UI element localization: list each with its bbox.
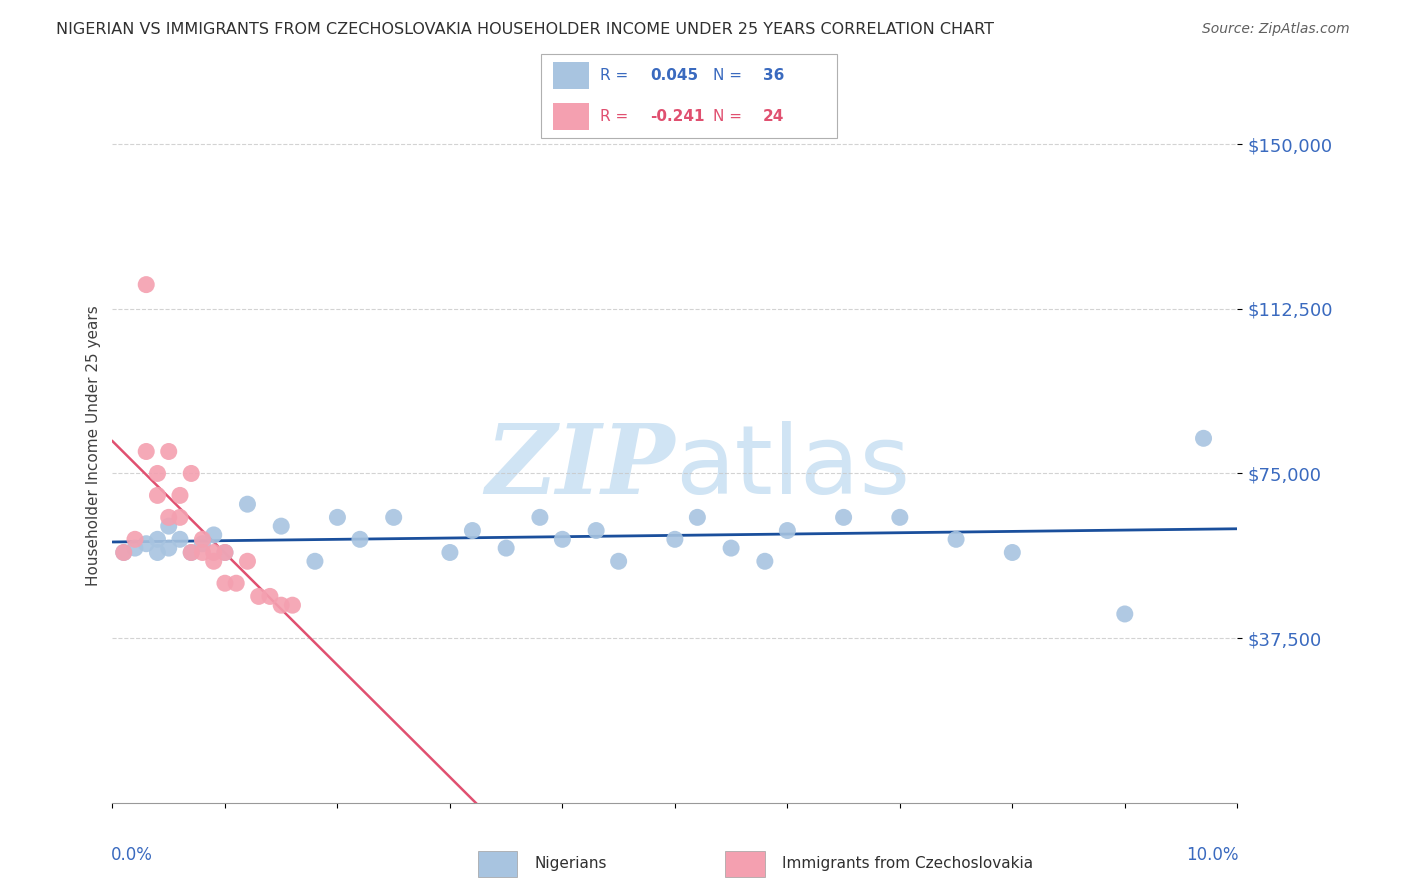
Text: 36: 36 (762, 68, 785, 83)
Point (112, 545, 135, 559)
Point (146, 467, 169, 481)
Point (776, 524, 799, 538)
Point (191, 537, 214, 551)
Point (1192, 431, 1215, 445)
Point (889, 510, 911, 524)
Point (157, 444, 180, 458)
Text: atlas: atlas (675, 421, 910, 514)
Bar (553, 103, 589, 130)
Text: 0.0%: 0.0% (111, 846, 153, 863)
Point (191, 533, 214, 547)
Point (259, 590, 281, 604)
Text: R =: R = (600, 68, 634, 83)
Point (180, 545, 202, 559)
Text: 0.045: 0.045 (651, 68, 699, 83)
Point (202, 528, 225, 542)
Point (214, 545, 236, 559)
Point (439, 545, 461, 559)
Point (214, 545, 236, 559)
Point (686, 510, 709, 524)
Point (169, 510, 191, 524)
Bar (725, 851, 765, 877)
Point (124, 541, 146, 555)
Point (461, 524, 484, 538)
Point (180, 467, 202, 481)
Point (191, 545, 214, 559)
Text: Immigrants from Czechoslovakia: Immigrants from Czechoslovakia (782, 855, 1033, 871)
Point (754, 554, 776, 568)
Point (180, 545, 202, 559)
Point (146, 545, 169, 559)
Text: 24: 24 (762, 109, 785, 124)
Point (495, 541, 517, 555)
Point (832, 510, 855, 524)
Point (270, 519, 292, 533)
Text: Source: ZipAtlas.com: Source: ZipAtlas.com (1202, 22, 1350, 37)
Point (202, 545, 225, 559)
Point (146, 488, 169, 502)
Text: ZIP: ZIP (485, 420, 675, 515)
Point (112, 545, 135, 559)
FancyBboxPatch shape (541, 54, 837, 138)
Point (236, 497, 259, 511)
Point (304, 554, 326, 568)
Point (1001, 545, 1024, 559)
Point (135, 537, 157, 551)
Point (1114, 607, 1136, 621)
Point (157, 541, 180, 555)
Point (169, 488, 191, 502)
Text: Nigerians: Nigerians (534, 855, 607, 871)
Point (214, 576, 236, 591)
Point (146, 533, 169, 547)
Point (585, 524, 607, 538)
Point (157, 519, 180, 533)
Point (281, 598, 304, 612)
Text: N =: N = (713, 68, 747, 83)
Text: -0.241: -0.241 (651, 109, 704, 124)
Point (225, 576, 247, 591)
Text: N =: N = (713, 109, 747, 124)
Point (169, 533, 191, 547)
Bar (553, 62, 589, 89)
Point (326, 510, 349, 524)
Point (382, 510, 405, 524)
Text: 10.0%: 10.0% (1185, 846, 1239, 863)
Point (247, 590, 270, 604)
Point (607, 554, 630, 568)
Text: NIGERIAN VS IMMIGRANTS FROM CZECHOSLOVAKIA HOUSEHOLDER INCOME UNDER 25 YEARS COR: NIGERIAN VS IMMIGRANTS FROM CZECHOSLOVAK… (56, 22, 994, 37)
Point (135, 277, 157, 292)
Point (529, 510, 551, 524)
Point (236, 554, 259, 568)
Point (157, 510, 180, 524)
Text: R =: R = (600, 109, 634, 124)
Point (349, 533, 371, 547)
Point (945, 533, 967, 547)
Point (551, 533, 574, 547)
Point (720, 541, 742, 555)
Point (664, 533, 686, 547)
Point (270, 598, 292, 612)
Point (202, 554, 225, 568)
Y-axis label: Householder Income Under 25 years: Householder Income Under 25 years (86, 306, 101, 586)
Point (124, 533, 146, 547)
Point (135, 444, 157, 458)
Bar (478, 851, 517, 877)
